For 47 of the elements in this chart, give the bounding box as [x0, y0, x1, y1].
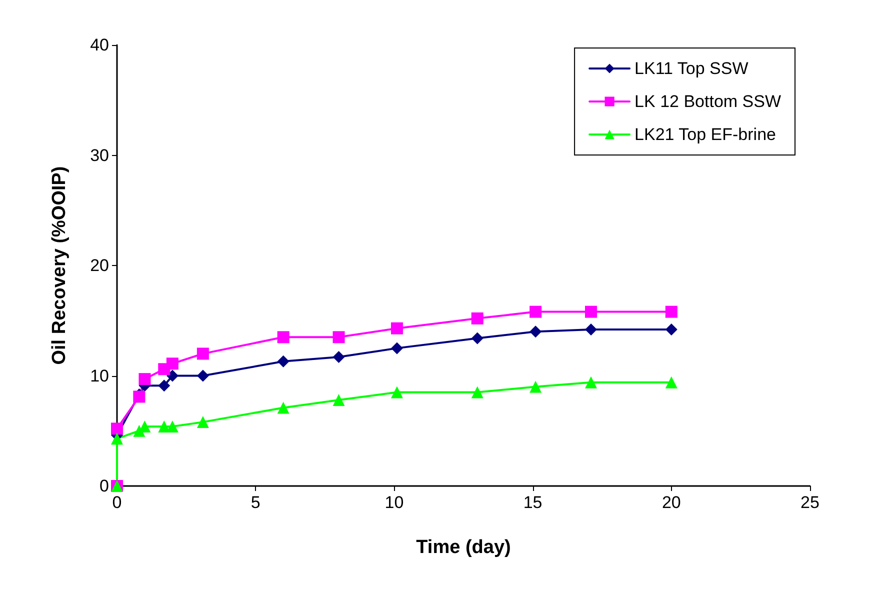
- point: [166, 358, 178, 370]
- point: [196, 370, 209, 382]
- x-tick-label: 5: [250, 493, 260, 512]
- point: [332, 394, 345, 406]
- point: [471, 386, 484, 398]
- x-tick-label: 10: [384, 493, 404, 512]
- point: [332, 331, 345, 344]
- x-tick-label: 25: [800, 493, 820, 512]
- x-axis-title: Time (day): [416, 537, 511, 558]
- legend-label: LK21 Top EF-brine: [634, 125, 776, 144]
- point: [111, 422, 123, 435]
- point: [665, 323, 678, 336]
- y-tick-label: 20: [90, 256, 109, 275]
- point: [390, 386, 403, 398]
- point: [530, 380, 542, 393]
- y-tick-label: 40: [90, 36, 109, 54]
- point: [133, 390, 146, 403]
- point: [471, 312, 484, 324]
- y-tick-label: 0: [100, 476, 109, 496]
- point: [665, 376, 678, 388]
- point: [471, 332, 484, 344]
- point: [585, 323, 598, 336]
- y-tick-label: 30: [90, 146, 109, 165]
- x-tick-label: 20: [662, 493, 681, 512]
- point: [665, 306, 678, 318]
- point: [158, 380, 170, 392]
- point: [585, 376, 598, 388]
- y-tick-label: 10: [90, 366, 109, 386]
- point: [196, 348, 209, 360]
- legend-label: LK11 Top SSW: [634, 59, 748, 78]
- point: [138, 373, 151, 386]
- x-tick-label: 15: [523, 493, 542, 512]
- point: [277, 355, 290, 368]
- point: [332, 351, 345, 364]
- point: [277, 402, 290, 414]
- point: [196, 416, 209, 428]
- point: [530, 306, 542, 318]
- point: [390, 322, 403, 334]
- point: [390, 342, 403, 354]
- y-axis-title: Oil Recovery (%OOIP): [49, 166, 70, 365]
- x-tick-label: 0: [112, 493, 122, 512]
- point: [111, 432, 123, 445]
- point: [530, 326, 542, 338]
- point: [166, 370, 178, 382]
- point: [277, 331, 290, 344]
- legend-label: LK 12 Bottom SSW: [634, 92, 781, 111]
- point: [585, 306, 598, 318]
